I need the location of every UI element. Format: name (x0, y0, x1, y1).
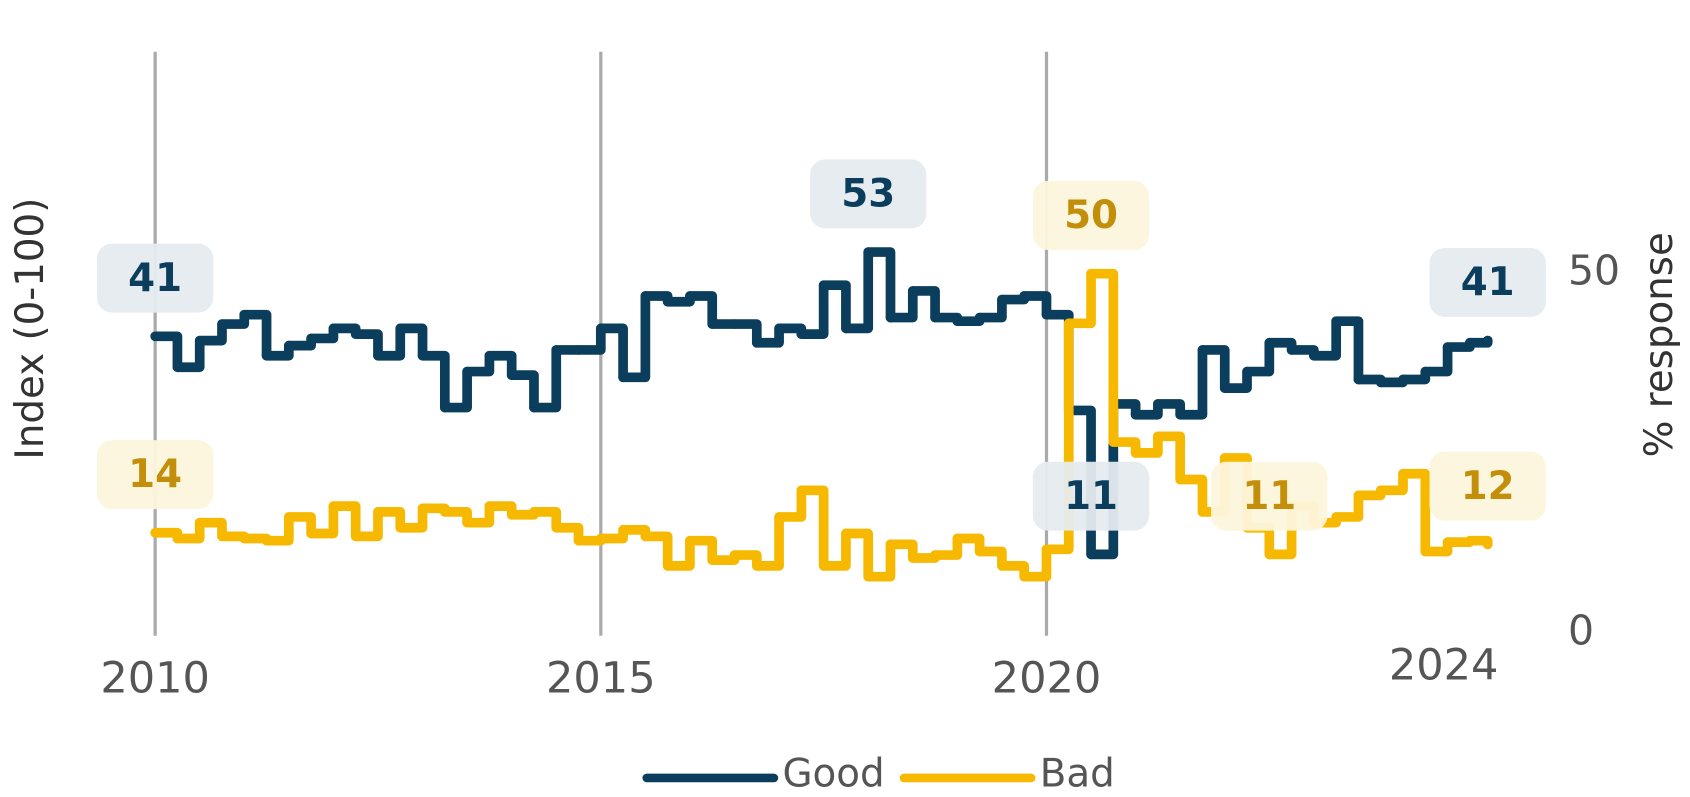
value-label-box (1032, 181, 1150, 250)
line-step (1130, 431, 1163, 458)
line-step (774, 485, 807, 522)
line-step (1242, 522, 1275, 560)
x-tick-label: 2010 (100, 653, 210, 703)
value-label: 50 (1064, 193, 1118, 238)
line-step (662, 535, 695, 571)
line-step (907, 286, 940, 323)
value-label: 41 (128, 256, 182, 301)
line-step (1331, 316, 1364, 385)
line-step (818, 280, 851, 334)
line-step (841, 247, 874, 334)
line-step (1086, 399, 1119, 560)
line-step (1309, 316, 1342, 361)
legend-label: Bad (1040, 751, 1115, 793)
line-step (841, 528, 874, 582)
line-step (395, 503, 428, 533)
line-step (1019, 291, 1052, 320)
value-label: 41 (1461, 260, 1515, 305)
value-label-box (1211, 461, 1328, 531)
value-label-box (1429, 247, 1546, 317)
x-end-label: 2024 (1389, 641, 1499, 691)
line-step (484, 350, 517, 381)
line-step (640, 531, 673, 571)
line-step (1063, 268, 1096, 329)
value-label-box (810, 159, 927, 229)
value-label-box (1032, 461, 1150, 531)
value-label: 12 (1461, 464, 1515, 509)
line-step (306, 501, 339, 539)
value-label: 53 (841, 172, 895, 217)
line-step (618, 291, 651, 383)
line-step (1398, 468, 1431, 557)
line-step (172, 335, 205, 373)
line-step (751, 512, 784, 571)
value-label: 11 (1064, 474, 1118, 519)
line-step (1420, 342, 1453, 377)
legend-label: Good (783, 751, 885, 793)
line-step (685, 291, 718, 329)
line-step (930, 533, 963, 560)
line-step (1219, 366, 1252, 393)
value-label-box (96, 243, 214, 313)
line-step (974, 294, 1007, 323)
line-step (1242, 337, 1275, 377)
line-step (1041, 318, 1074, 555)
line-step (328, 501, 361, 542)
line-step (261, 512, 294, 546)
line-step (373, 323, 406, 361)
line-step (283, 512, 316, 539)
line-step (1175, 345, 1208, 420)
line-step (1086, 268, 1119, 447)
line-step (395, 323, 428, 361)
value-label-box (1429, 451, 1546, 521)
line-step (1153, 431, 1186, 485)
x-tick-label: 2015 (546, 653, 656, 703)
line-step (439, 366, 472, 413)
line-step (885, 286, 918, 323)
line-step (1175, 474, 1208, 517)
y2-tick-label: 50 (1568, 247, 1620, 295)
series-line (150, 268, 1493, 582)
line-step (729, 319, 762, 348)
line-step (150, 331, 183, 373)
line-step (529, 507, 562, 533)
y2-tick-label: 0 (1568, 607, 1594, 655)
line-step (194, 319, 227, 346)
line-step (818, 528, 851, 571)
line-step (685, 535, 718, 565)
line-step (863, 539, 896, 582)
line-step (573, 323, 606, 355)
line-step (1019, 544, 1052, 582)
x-tick-label: 2020 (992, 653, 1102, 703)
line-step (239, 309, 272, 361)
value-label: 14 (128, 452, 182, 497)
line-step (350, 329, 383, 361)
line-step (529, 345, 562, 413)
line-step (1331, 490, 1364, 522)
value-label-box (96, 440, 214, 510)
line-step (417, 350, 450, 413)
line-step (796, 485, 829, 571)
line-step (373, 507, 406, 533)
line-step (506, 370, 539, 413)
line-step (595, 323, 628, 383)
line-step (1197, 345, 1230, 393)
line-step (462, 501, 495, 528)
line-step (350, 507, 383, 542)
line-step (462, 350, 495, 377)
line-step (172, 517, 205, 544)
line-step (1375, 468, 1408, 496)
line-step (863, 247, 896, 323)
y2-axis-title: % response (1637, 232, 1682, 457)
y-axis-title: Index (0-100) (8, 198, 53, 460)
value-label: 11 (1242, 474, 1296, 519)
line-step (796, 280, 829, 339)
